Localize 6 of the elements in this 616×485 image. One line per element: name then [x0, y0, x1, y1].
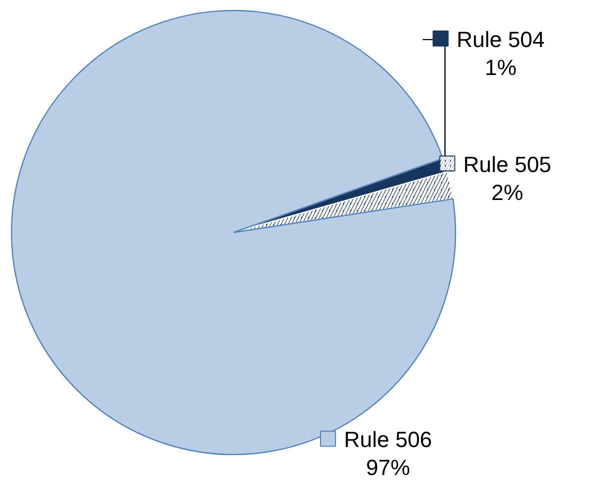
data-label: 1%	[484, 55, 517, 80]
legend-label: Rule 506	[344, 427, 432, 452]
data-label: 2%	[491, 180, 524, 206]
data-label: 97%	[366, 455, 410, 480]
legend-label: Rule 505	[463, 152, 552, 178]
legend-label: Rule 504	[456, 27, 545, 52]
